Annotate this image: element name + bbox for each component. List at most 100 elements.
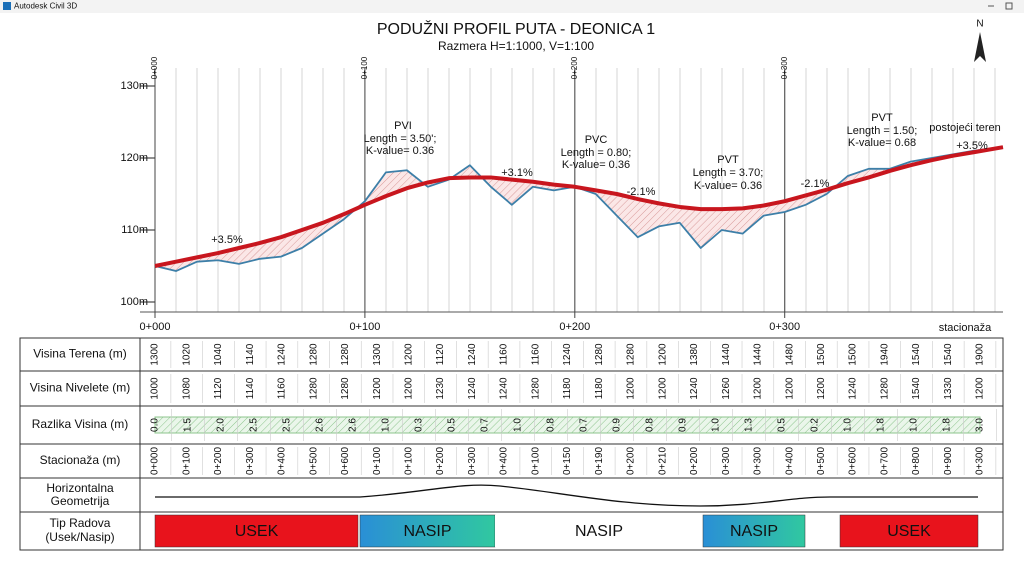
annotation: -2.1% xyxy=(627,186,656,198)
y-tick-label: 120m xyxy=(120,152,148,164)
cell: 0.9 xyxy=(612,418,623,432)
cell: 1280 xyxy=(626,343,637,366)
cell: 0+700 xyxy=(879,447,890,476)
cell: 1200 xyxy=(784,377,795,400)
cell: 0.8 xyxy=(546,418,557,432)
cell: 0+000 xyxy=(150,447,161,476)
maximize-button[interactable] xyxy=(1005,2,1013,10)
design-line xyxy=(154,145,1004,268)
cell: 0+600 xyxy=(340,447,351,476)
cell: 1200 xyxy=(975,377,986,400)
cell: 0+100 xyxy=(181,447,192,476)
cell: 2.5 xyxy=(249,418,260,432)
cell: 1280 xyxy=(308,377,319,400)
row-label: (Usek/Nasip) xyxy=(45,530,114,544)
work-block xyxy=(495,515,703,547)
cell: 0+300 xyxy=(753,447,764,476)
work-label: USEK xyxy=(887,523,931,540)
cell: 1140 xyxy=(245,343,256,365)
cell: 1.0 xyxy=(711,418,722,432)
app-icon xyxy=(3,2,11,10)
cell: 1080 xyxy=(181,377,192,400)
x-tick-label-top: 0+300 xyxy=(780,56,789,79)
work-label: NASIP xyxy=(575,523,623,540)
cell: 1.8 xyxy=(876,418,887,432)
cell: 1.0 xyxy=(843,418,854,432)
cell: 0+500 xyxy=(308,447,319,476)
hatch-area xyxy=(155,147,1003,272)
cell: 0+800 xyxy=(911,447,922,476)
cell: 1540 xyxy=(911,343,922,366)
cell: 0.3 xyxy=(414,418,425,432)
annotation: +3.1% xyxy=(501,167,533,179)
window-title: Autodesk Civil 3D xyxy=(14,2,77,11)
cell: 0+300 xyxy=(245,447,256,476)
cell: 0.2 xyxy=(810,418,821,432)
cell: 1.0 xyxy=(513,418,524,432)
cell: 2.6 xyxy=(315,418,326,432)
cell: 1020 xyxy=(181,343,192,366)
cell: 0+200 xyxy=(435,447,446,476)
annotation: K-value= 0.36 xyxy=(366,145,434,157)
cell: 1240 xyxy=(848,377,859,400)
cell: 1.0 xyxy=(381,418,392,432)
x-tick-label-top: 0+100 xyxy=(360,56,369,79)
title-bar xyxy=(0,0,1024,13)
work-block xyxy=(154,514,359,548)
cell: 1.0 xyxy=(909,418,920,432)
cell: 1240 xyxy=(562,343,573,366)
cell: 0+200 xyxy=(213,447,224,476)
x-tick-label: 0+000 xyxy=(140,321,171,333)
cell: 1040 xyxy=(213,343,224,366)
cell: 1900 xyxy=(975,343,986,366)
cell: 1200 xyxy=(403,343,414,366)
cell: 0+300 xyxy=(467,447,478,476)
chart-title: PODUŽNI PROFIL PUTA - DEONICA 1 xyxy=(377,19,655,38)
annotation: Length = 0.80; xyxy=(561,147,632,159)
cell: 0+900 xyxy=(943,447,954,476)
row-label: Visina Nivelete (m) xyxy=(30,381,130,395)
annotation: K-value= 0.68 xyxy=(848,137,916,149)
cell: 1160 xyxy=(530,343,541,365)
cell: 1200 xyxy=(657,377,668,400)
y-tick-label: 130m xyxy=(120,80,148,92)
cell: 1300 xyxy=(150,343,161,366)
cell: 0+200 xyxy=(689,447,700,476)
cell: 0+300 xyxy=(721,447,732,476)
work-block xyxy=(839,514,979,548)
annotation: K-value= 0.36 xyxy=(694,180,762,192)
y-tick-label: 100m xyxy=(120,296,148,308)
cell: 0+200 xyxy=(626,447,637,476)
cell: 1160 xyxy=(499,343,510,365)
cell: 1300 xyxy=(372,343,383,366)
annotation: PVI xyxy=(394,120,412,132)
cell: 1480 xyxy=(784,343,795,366)
work-label: NASIP xyxy=(730,523,778,540)
cell: 1.5 xyxy=(183,418,194,432)
cell: 1540 xyxy=(943,343,954,366)
cell: 0+400 xyxy=(499,447,510,476)
cell: 1120 xyxy=(213,377,224,399)
cell: 1180 xyxy=(562,377,573,399)
cell: 1330 xyxy=(943,377,954,400)
cell: 1380 xyxy=(689,343,700,366)
annotation: Length = 3.50'; xyxy=(364,133,437,145)
cell: 1440 xyxy=(721,343,732,366)
row-label: Tip Radova xyxy=(50,516,111,530)
cell: 0.9 xyxy=(678,418,689,432)
cell: 0+300 xyxy=(975,447,986,476)
cell: 2.0 xyxy=(216,418,227,432)
cell: 2.6 xyxy=(348,418,359,432)
annotation: -2.1% xyxy=(801,178,830,190)
x-tick-label: 0+300 xyxy=(769,321,800,333)
work-label: NASIP xyxy=(403,523,451,540)
cell: 0.7 xyxy=(579,418,590,432)
annotation: +3.5% xyxy=(211,234,243,246)
cell: 1240 xyxy=(277,343,288,366)
cell: 0.8 xyxy=(645,418,656,432)
cell: 1200 xyxy=(657,343,668,366)
cell: 1200 xyxy=(626,377,637,400)
cell: 1120 xyxy=(435,343,446,365)
cell: 1200 xyxy=(403,377,414,400)
